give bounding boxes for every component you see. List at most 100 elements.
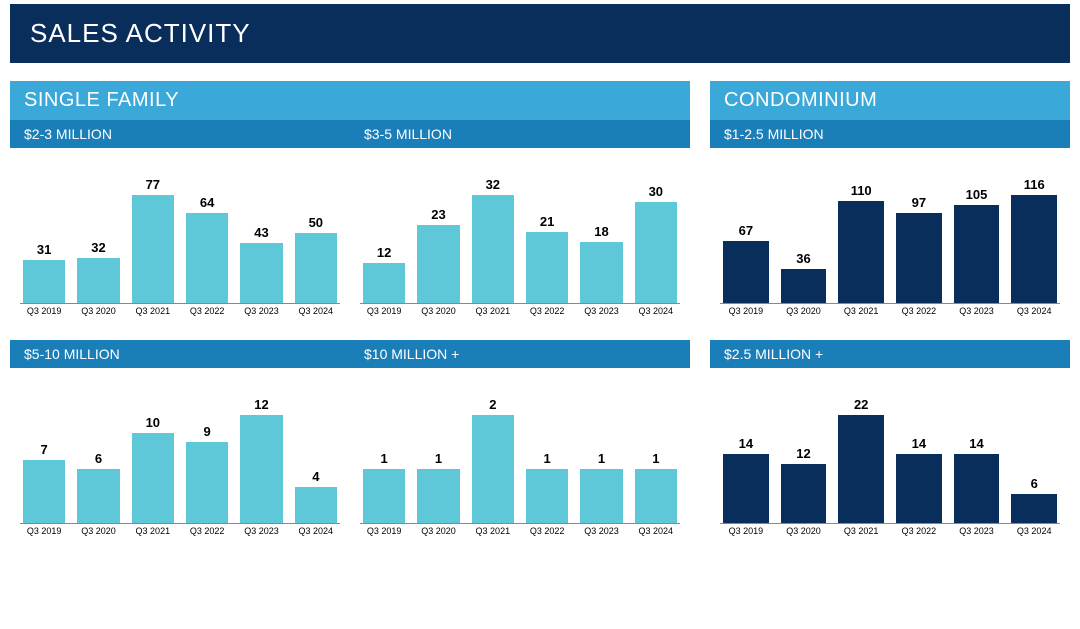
x-axis-label: Q3 2021 [129,526,177,536]
x-axis-labels: Q3 2019Q3 2020Q3 2021Q3 2022Q3 2023Q3 20… [356,524,684,536]
bar-slot: 105 [951,156,1003,303]
bar-value-label: 36 [796,251,810,266]
bar-value-label: 97 [912,195,926,210]
bar-rect [186,442,229,523]
bar-value-label: 14 [912,436,926,451]
bar-value-label: 23 [431,207,445,222]
x-axis-label: Q3 2020 [778,526,830,536]
left-row1-charts: 313277644350Q3 2019Q3 2020Q3 2021Q3 2022… [10,148,690,318]
x-axis-label: Q3 2024 [632,526,680,536]
x-axis-label: Q3 2020 [414,526,462,536]
x-axis-label: Q3 2023 [577,306,625,316]
bar-value-label: 10 [146,415,160,430]
bar-slot: 50 [292,156,340,303]
bar-rect [472,195,515,303]
bar-slot: 14 [720,376,772,523]
right-row1-headers: $1-2.5 MILLION [710,120,1070,148]
chart-body: 112111 [356,376,684,523]
x-axis-label: Q3 2023 [237,306,285,316]
columns: SINGLE FAMILY $2-3 MILLION $3-5 MILLION … [10,81,1070,538]
chart-sf-5-10m: 76109124Q3 2019Q3 2020Q3 2021Q3 2022Q3 2… [10,368,350,538]
bar-slot: 110 [835,156,887,303]
bar-value-label: 6 [95,451,102,466]
bar-value-label: 1 [598,451,605,466]
bar-slot: 1 [523,376,571,523]
bar-slot: 1 [632,376,680,523]
bar-value-label: 105 [966,187,988,202]
x-axis-label: Q3 2021 [835,526,887,536]
price-range-label: $1-2.5 MILLION [710,120,1070,148]
x-axis-label: Q3 2024 [292,306,340,316]
bar-slot: 22 [835,376,887,523]
bar-rect [186,213,229,303]
bar-rect [295,487,338,523]
right-row2-headers: $2.5 MILLION + [710,340,1070,368]
bar-slot: 31 [20,156,68,303]
bar-value-label: 67 [739,223,753,238]
bar-slot: 12 [237,376,285,523]
chart-sf-2-3m: 313277644350Q3 2019Q3 2020Q3 2021Q3 2022… [10,148,350,318]
x-axis-label: Q3 2022 [893,526,945,536]
bar-value-label: 50 [309,215,323,230]
x-axis-label: Q3 2024 [632,306,680,316]
bar-slot: 1 [414,376,462,523]
bar-slot: 43 [237,156,285,303]
condominium-column: CONDOMINIUM $1-2.5 MILLION 6736110971051… [710,81,1070,538]
bar-value-label: 1 [435,451,442,466]
bar-rect [635,469,678,523]
right-row2-charts: 14122214146Q3 2019Q3 2020Q3 2021Q3 2022Q… [710,368,1070,538]
bar-value-label: 21 [540,214,554,229]
bar-rect [635,202,678,303]
single-family-header: SINGLE FAMILY [10,81,690,120]
bar-rect [838,201,883,303]
bar-slot: 30 [632,156,680,303]
price-range-label: $5-10 MILLION [10,340,350,368]
bar-slot: 14 [951,376,1003,523]
x-axis-label: Q3 2021 [469,526,517,536]
x-axis-label: Q3 2019 [20,526,68,536]
bar-rect [132,195,175,303]
bar-rect [132,433,175,523]
left-row2-charts: 76109124Q3 2019Q3 2020Q3 2021Q3 2022Q3 2… [10,368,690,538]
spacer [710,318,1070,340]
x-axis-label: Q3 2024 [1008,306,1060,316]
x-axis-label: Q3 2022 [523,306,571,316]
left-row1-headers: $2-3 MILLION $3-5 MILLION [10,120,690,148]
bar-rect [417,469,460,523]
bar-rect [954,454,999,523]
bar-value-label: 31 [37,242,51,257]
bar-rect [77,469,120,523]
x-axis-label: Q3 2022 [183,526,231,536]
bar-value-label: 116 [1024,177,1045,192]
bar-slot: 6 [1008,376,1060,523]
bar-rect [896,454,941,523]
bar-slot: 64 [183,156,231,303]
bar-value-label: 32 [91,240,105,255]
x-axis-label: Q3 2021 [835,306,887,316]
bar-slot: 12 [778,376,830,523]
bar-rect [954,205,999,303]
bar-value-label: 12 [377,245,391,260]
price-range-label: $2-3 MILLION [10,120,350,148]
bar-slot: 14 [893,376,945,523]
bar-value-label: 22 [854,397,868,412]
bar-rect [781,269,826,303]
bar-value-label: 30 [649,184,663,199]
bar-slot: 36 [778,156,830,303]
x-axis-label: Q3 2019 [720,526,772,536]
bar-rect [723,454,768,523]
bar-rect [363,263,406,304]
bar-rect [23,460,66,523]
bar-value-label: 43 [254,225,268,240]
chart-sf-3-5m: 122332211830Q3 2019Q3 2020Q3 2021Q3 2022… [350,148,690,318]
bar-rect [526,232,569,303]
x-axis-label: Q3 2021 [469,306,517,316]
bar-value-label: 1 [652,451,659,466]
x-axis-labels: Q3 2019Q3 2020Q3 2021Q3 2022Q3 2023Q3 20… [716,304,1064,316]
bar-slot: 32 [74,156,122,303]
price-range-label: $3-5 MILLION [350,120,690,148]
bar-value-label: 4 [312,469,319,484]
bar-value-label: 9 [204,424,211,439]
bar-slot: 9 [183,376,231,523]
x-axis-label: Q3 2023 [951,306,1003,316]
